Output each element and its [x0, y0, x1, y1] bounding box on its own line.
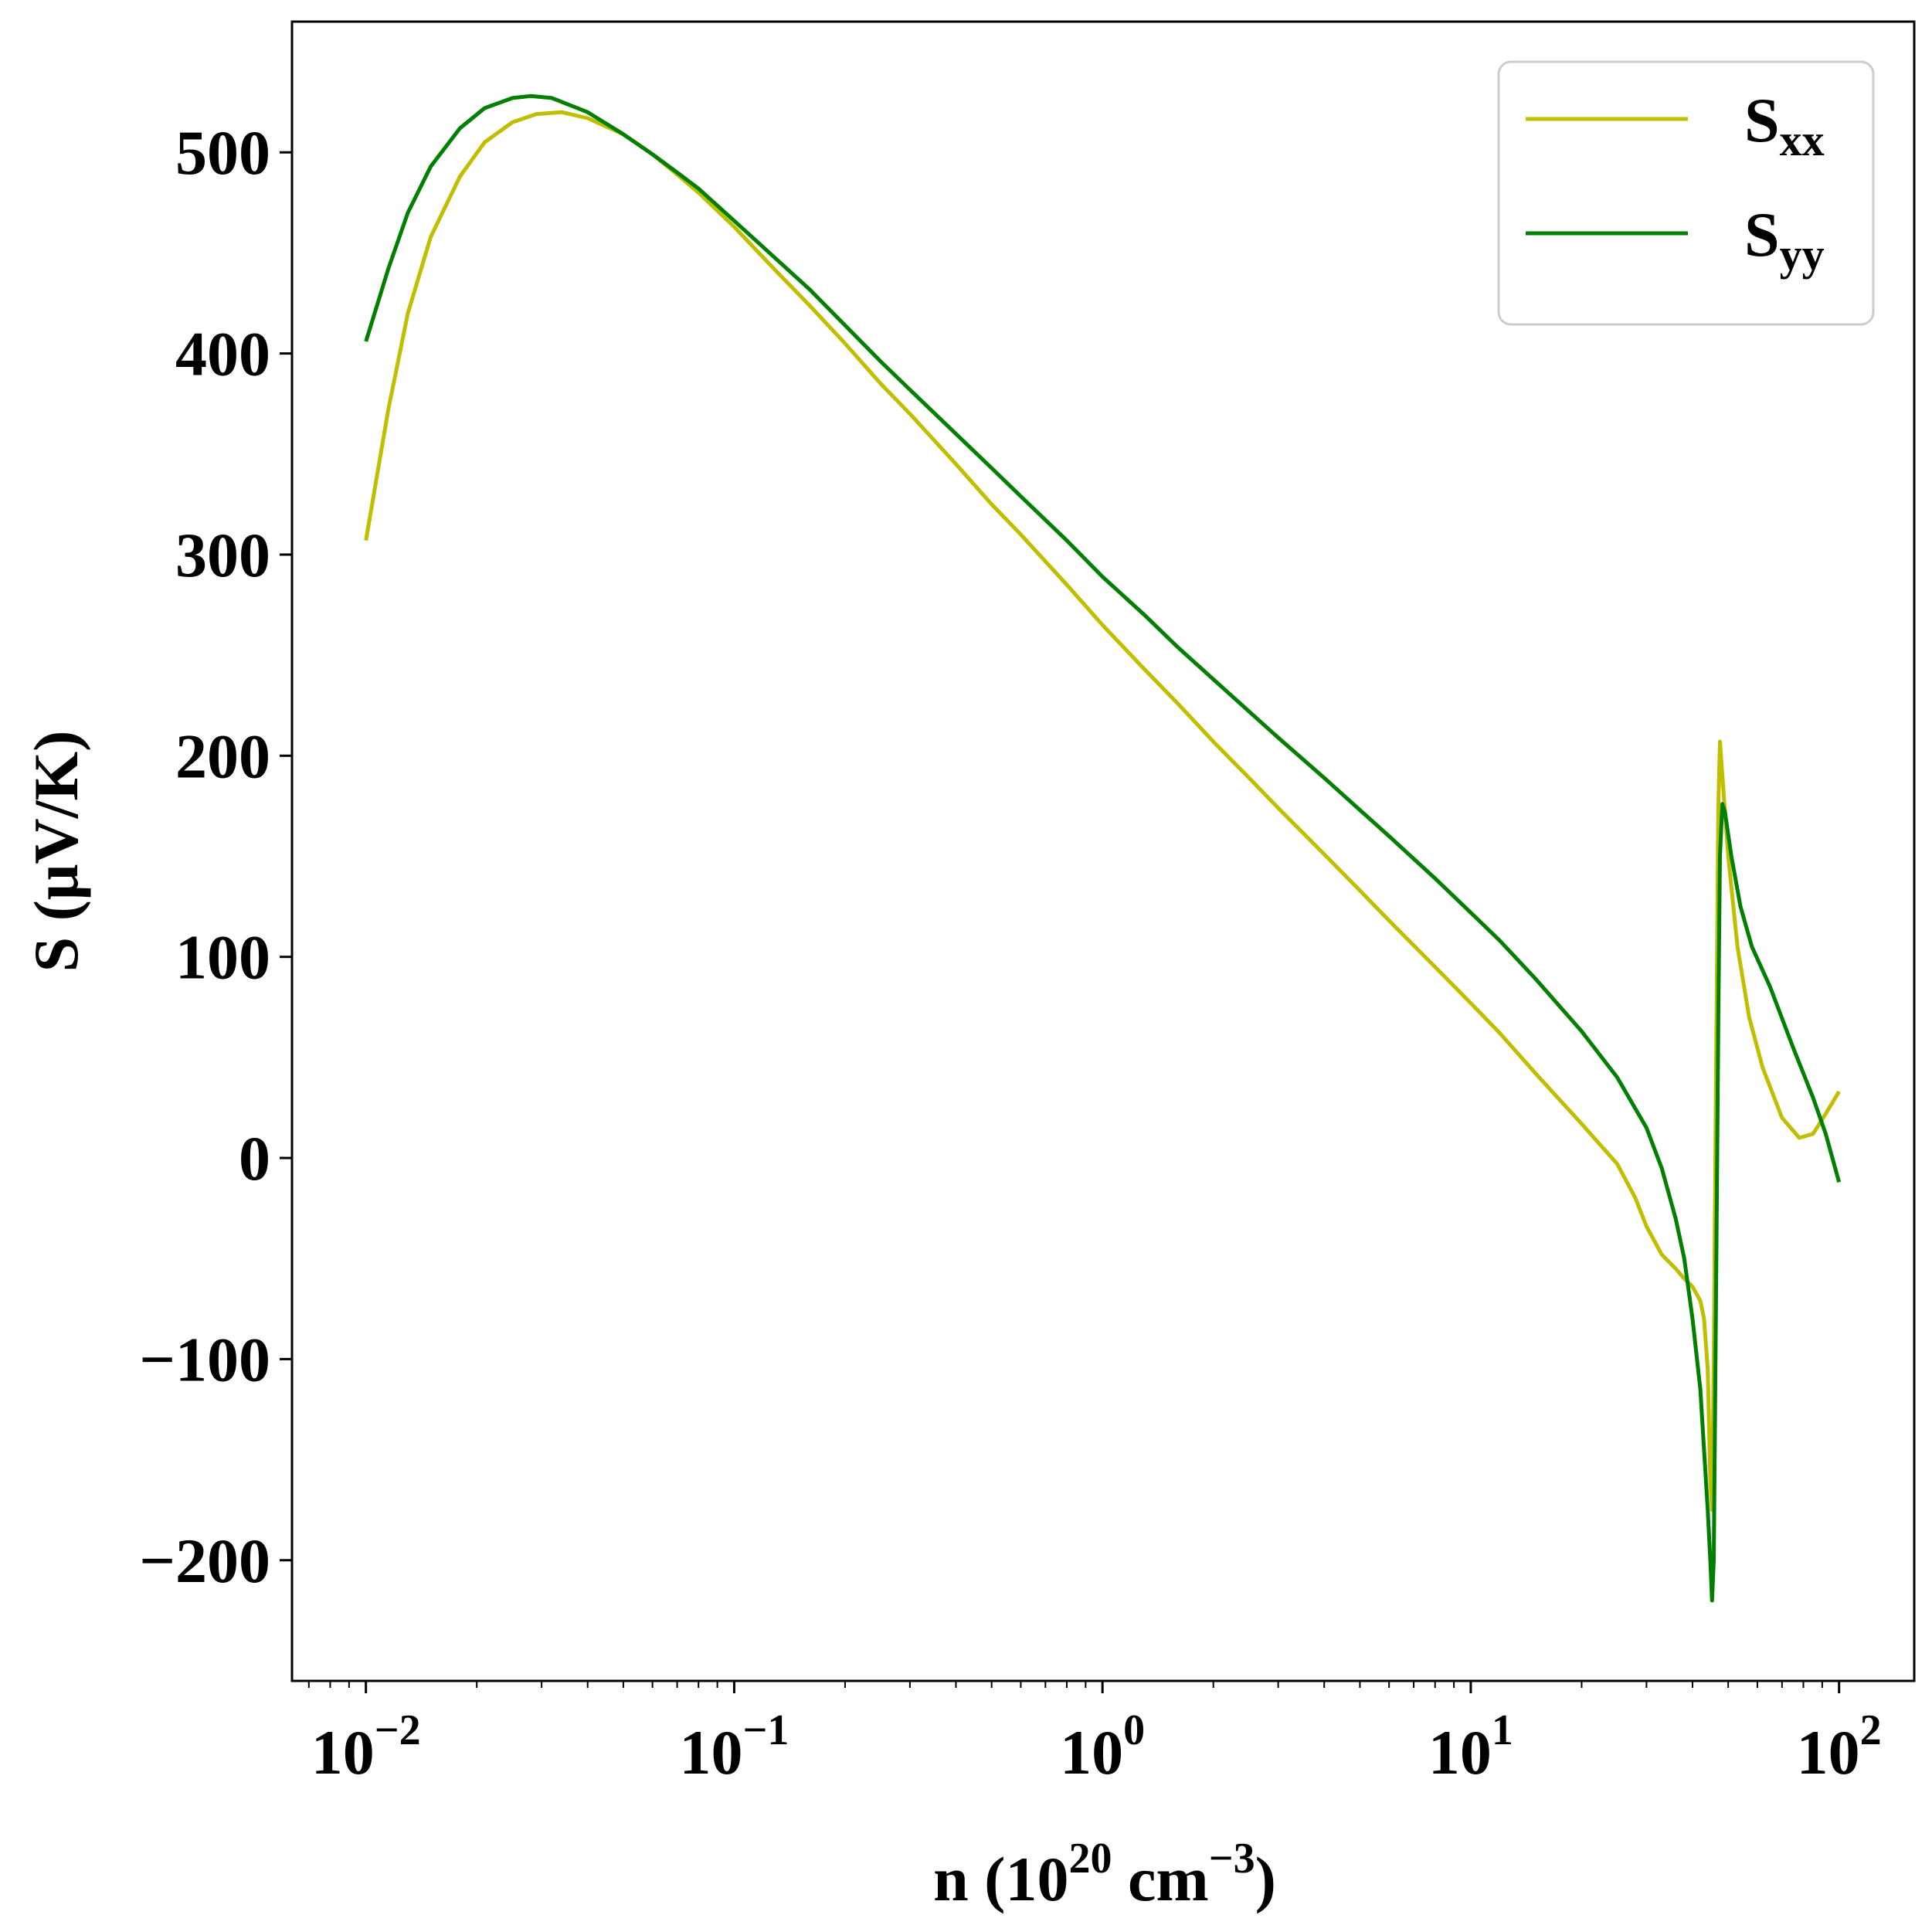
y-axis-label: S (μV/K) [21, 731, 91, 973]
legend-label-syy-sub: yy [1780, 229, 1825, 280]
y-axis-ticks: −200 −100 0 100 200 300 400 500 [139, 117, 292, 1596]
x-axis-label-mid: cm [1112, 1844, 1208, 1914]
y-tick-label: 400 [175, 319, 270, 389]
x-tick-label: 100 [1060, 1706, 1145, 1788]
legend: Sxx Syy [1497, 60, 1875, 326]
y-tick-label: 100 [175, 922, 270, 993]
y-tick-label: 500 [175, 117, 270, 188]
x-tick-label: 10−1 [679, 1706, 789, 1788]
legend-label-syy: Syy [1744, 199, 1825, 280]
x-axis-label: n (1020 cm−3) [933, 1835, 1276, 1914]
legend-label-sxx-main: S [1744, 85, 1780, 155]
y-tick-label: 0 [239, 1123, 270, 1193]
x-axis-ticks: 10−2 10−1 100 101 102 [307, 1681, 1882, 1788]
x-tick-label: 101 [1428, 1706, 1513, 1788]
legend-label-sxx: Sxx [1744, 85, 1825, 165]
x-axis-label-exp2: −3 [1209, 1835, 1255, 1883]
y-tick-label: 200 [175, 721, 270, 791]
x-tick-label: 10−2 [311, 1706, 421, 1788]
legend-box [1497, 60, 1875, 326]
legend-label-sxx-sub: xx [1780, 115, 1825, 165]
y-tick-label: −100 [139, 1324, 270, 1394]
y-tick-label: 300 [175, 520, 270, 590]
legend-label-syy-main: S [1744, 199, 1780, 270]
y-tick-label: −200 [139, 1526, 270, 1596]
x-tick-label: 102 [1797, 1706, 1882, 1788]
series-line-syy [364, 93, 1842, 1603]
x-axis-label-end: ) [1255, 1844, 1276, 1914]
x-axis-label-exp1: 20 [1068, 1835, 1112, 1883]
x-axis-label-base: n (10 [933, 1844, 1068, 1914]
series-layer [364, 93, 1842, 1603]
